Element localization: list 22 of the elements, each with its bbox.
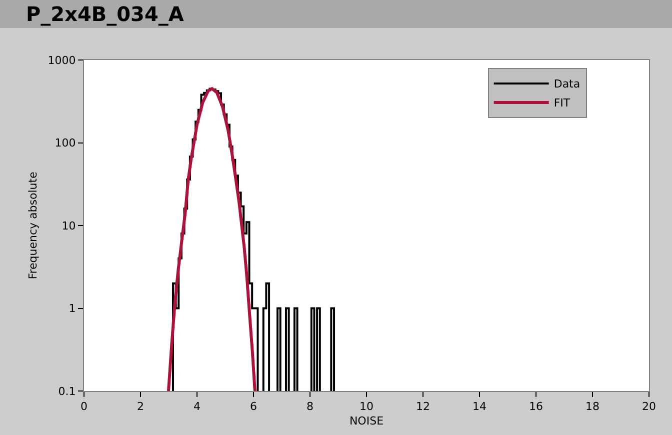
x-tick-label: 0 [80,400,88,414]
y-tick-label: 1000 [48,54,76,67]
x-tick-label: 6 [250,400,257,414]
x-tick-label: 10 [360,400,374,414]
y-tick-label: 1 [68,302,76,316]
x-tick-label: 4 [194,400,200,414]
x-tick-label: 18 [586,400,600,414]
x-tick-label: 16 [529,400,543,414]
line-series [166,87,256,391]
x-tick-label: 14 [472,400,486,414]
x-tick-label: 12 [416,400,430,414]
legend-label: Data [554,78,580,91]
y-axis-title: Frequency absolute [26,171,40,280]
legend-label: FIT [554,96,570,110]
x-tick-label: 20 [642,400,656,414]
x-axis-title: NOISE [349,414,384,428]
x-tick-label: 8 [306,400,314,414]
chart-title: P_2x4B_034_A [26,2,184,26]
y-tick-label: 100 [54,136,76,150]
y-tick-label: 0.1 [58,384,76,398]
y-tick-label: 10 [62,219,76,232]
x-tick-label: 2 [137,400,144,414]
